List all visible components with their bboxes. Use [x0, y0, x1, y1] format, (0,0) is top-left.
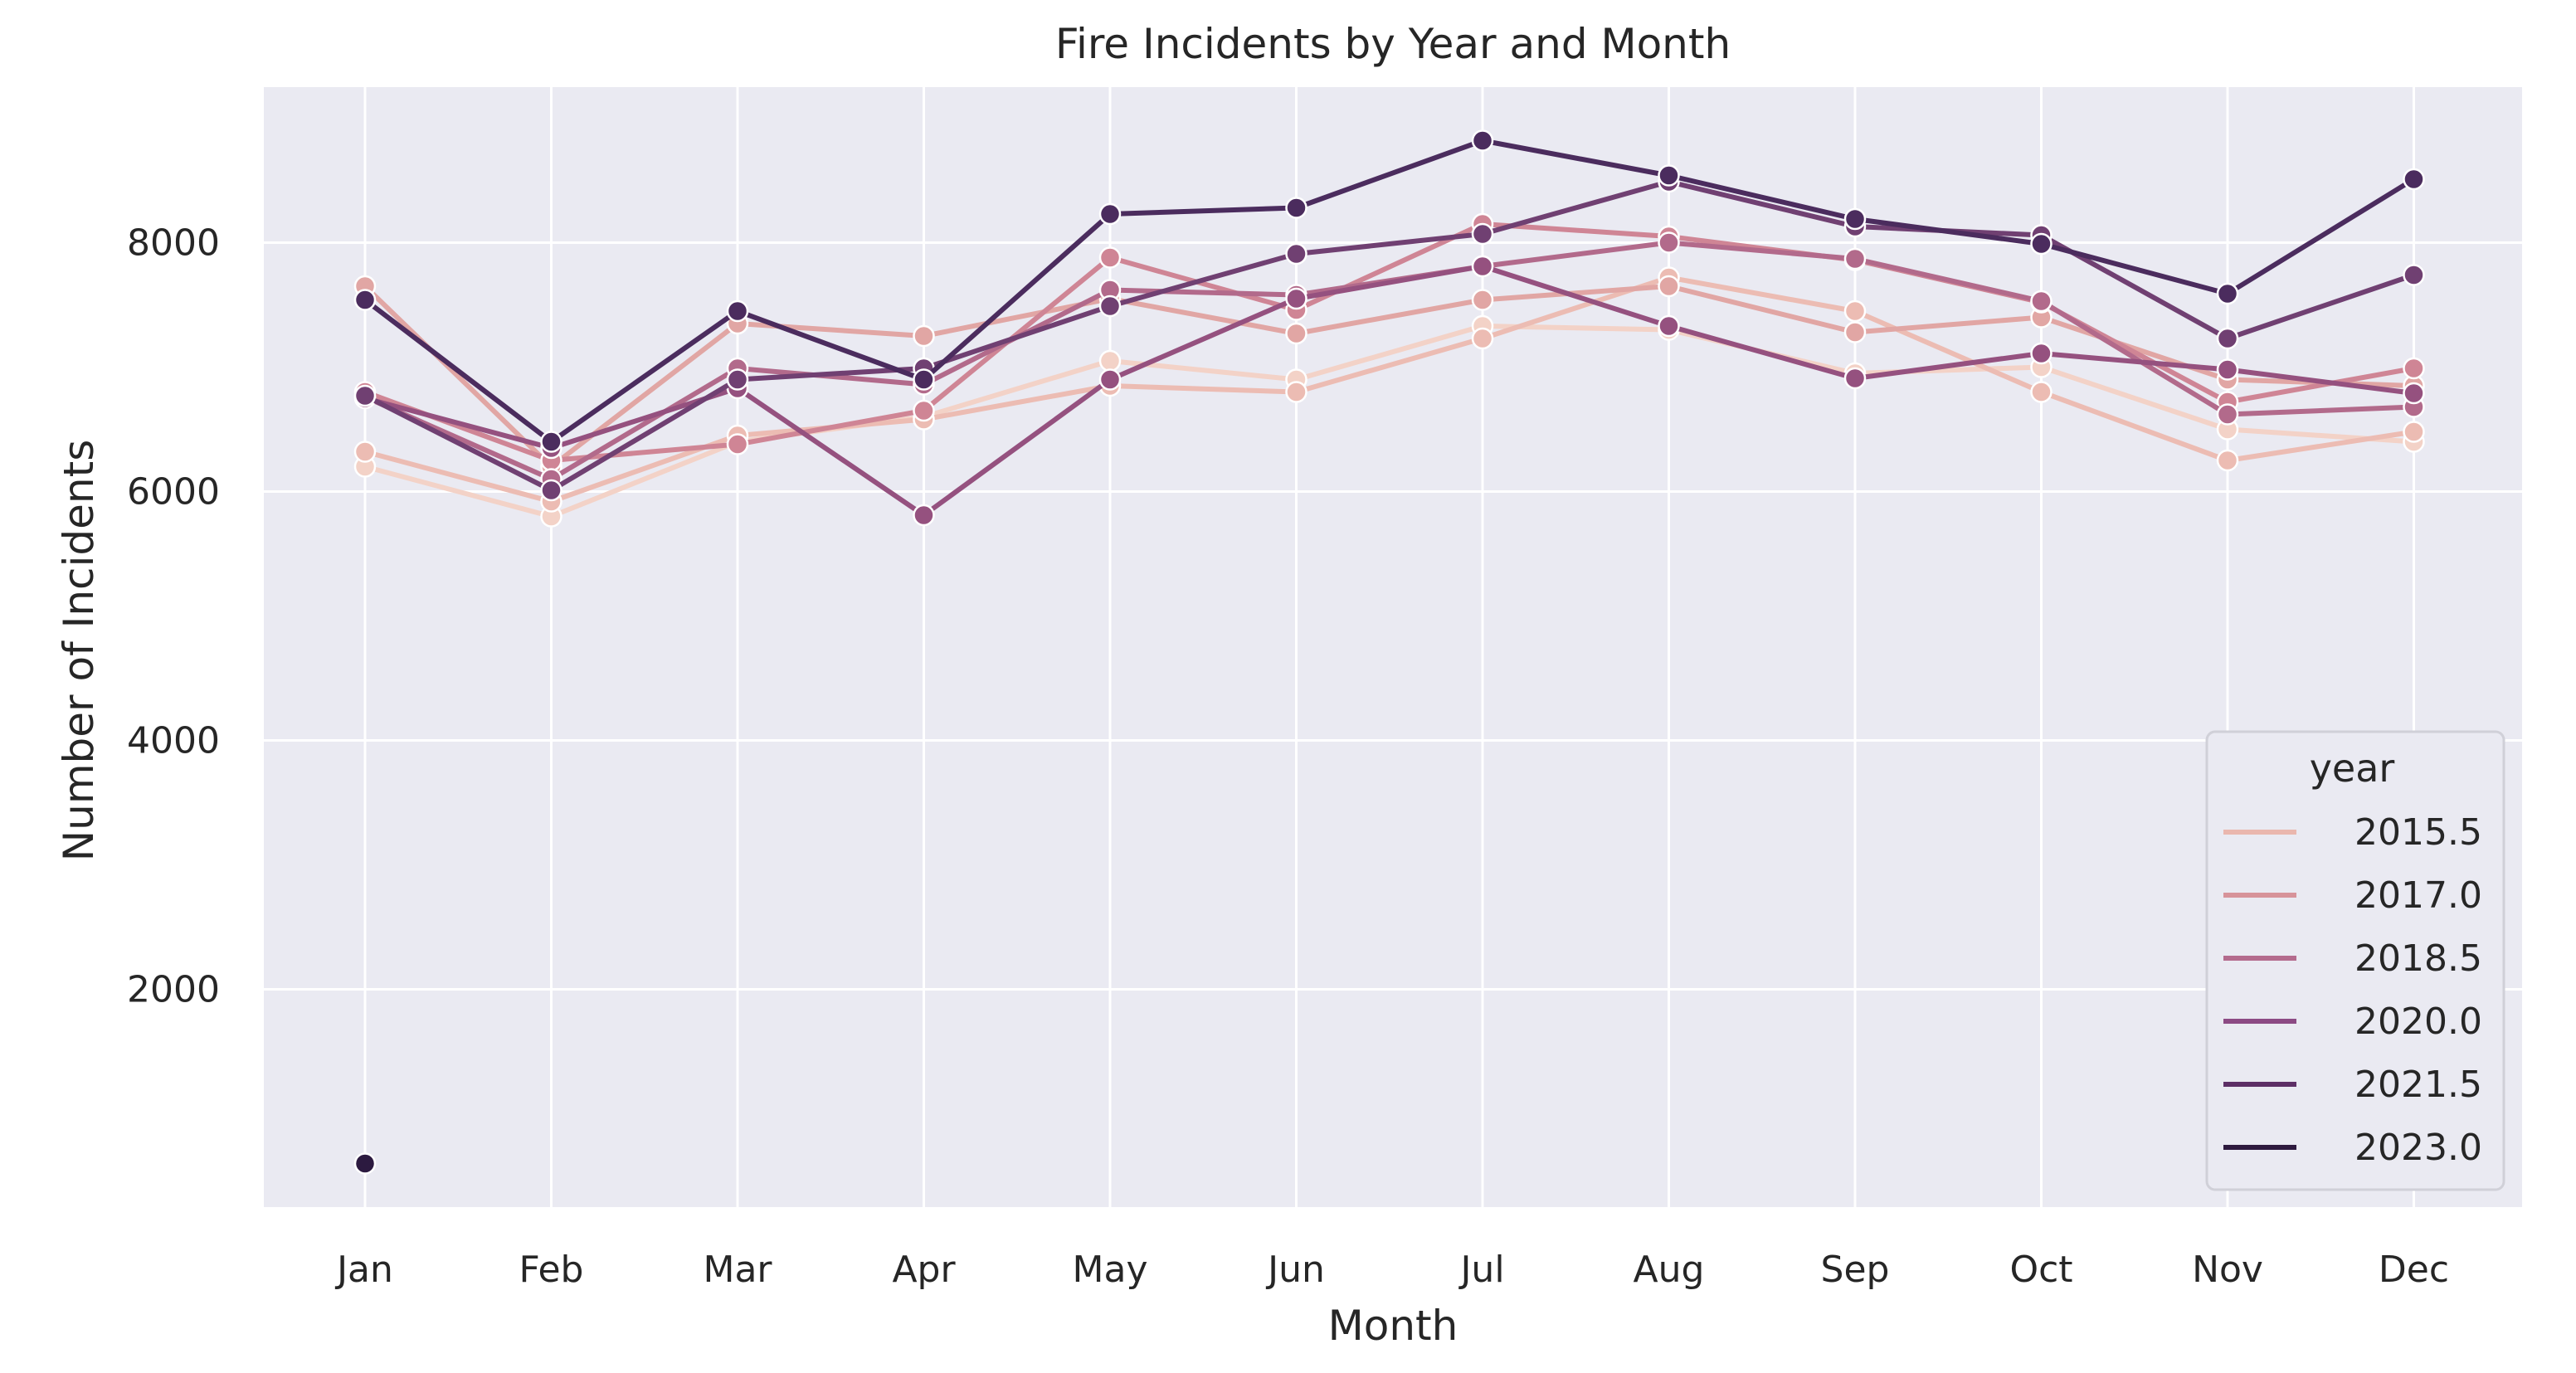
data-point-2022-mar	[726, 299, 749, 323]
data-point-2020-oct	[2030, 342, 2053, 365]
data-point-2022-nov	[2216, 282, 2239, 305]
x-tick-label-may: May	[1073, 1249, 1148, 1291]
plot-area	[264, 87, 2522, 1207]
x-tick-label-feb: Feb	[519, 1249, 584, 1291]
data-point-2016-jan	[353, 441, 377, 463]
data-point-2016-nov	[2216, 449, 2239, 472]
series-2023	[353, 1152, 377, 1175]
x-tick-label-jun: Jun	[1265, 1249, 1325, 1291]
data-point-2022-sep	[1843, 207, 1867, 231]
data-point-2016-sep	[1843, 299, 1867, 323]
data-point-2020-aug	[1658, 314, 1680, 338]
series-line-2017	[363, 284, 2417, 470]
data-point-2023-jan	[353, 1152, 377, 1175]
data-point-2018-apr	[913, 399, 935, 422]
x-tick-label-apr: Apr	[892, 1249, 956, 1291]
data-point-2020-sep	[1843, 367, 1867, 390]
x-tick-label-sep: Sep	[1821, 1249, 1890, 1291]
x-tick-label-oct: Oct	[2009, 1249, 2072, 1291]
data-point-2021-mar	[726, 368, 749, 391]
series-line-2015	[363, 324, 2417, 519]
x-tick-label-dec: Dec	[2379, 1249, 2449, 1291]
data-point-2016-jul	[1471, 327, 1494, 350]
data-point-2022-jun	[1285, 197, 1307, 219]
data-point-2018-dec	[2403, 357, 2425, 380]
data-point-2018-mar	[726, 433, 749, 455]
data-point-2017-sep	[1843, 321, 1867, 343]
data-point-2020-may	[1098, 368, 1122, 391]
legend-entries: 2015.5 2017.0 2018.5 2020.0 2021.5 2023.0	[2223, 811, 2482, 1169]
chart-title: Fire Incidents by Year and Month	[1055, 20, 1731, 68]
data-point-2016-dec	[2403, 421, 2425, 443]
data-point-2022-dec	[2403, 168, 2425, 191]
data-point-2017-aug	[1658, 275, 1680, 298]
legend-label-2: 2018.5	[2354, 937, 2482, 980]
data-point-2022-apr	[913, 368, 935, 391]
data-point-2021-feb	[540, 479, 562, 502]
data-point-2017-jun	[1285, 322, 1307, 345]
y-tick-label-4000: 4000	[127, 720, 220, 762]
x-tick-labels: Jan Feb Mar Apr May Jun Jul Aug Sep Oct Nov Dec	[334, 1249, 2449, 1291]
data-point-2022-may	[1098, 202, 1122, 226]
x-tick-label-jul: Jul	[1458, 1249, 1504, 1291]
data-point-2021-jun	[1285, 242, 1307, 265]
legend-label-0: 2015.5	[2354, 811, 2482, 854]
data-point-2022-jan	[353, 289, 377, 311]
data-point-2021-jul	[1471, 222, 1494, 246]
x-tick-label-aug: Aug	[1634, 1249, 1705, 1291]
data-point-2020-apr	[913, 504, 935, 527]
x-tick-label-nov: Nov	[2192, 1249, 2263, 1291]
x-tick-label-mar: Mar	[703, 1249, 772, 1291]
series-line-2022	[363, 138, 2417, 445]
data-point-2022-feb	[540, 431, 562, 453]
legend-title: year	[2310, 746, 2395, 791]
y-tick-label-2000: 2000	[127, 969, 220, 1011]
data-point-2022-oct	[2030, 232, 2053, 256]
legend-label-5: 2023.0	[2354, 1127, 2482, 1169]
legend: year 2015.5 2017.0 2018.5 2020.0 2021.5 2023.…	[2205, 730, 2505, 1191]
legend-label-1: 2017.0	[2354, 874, 2482, 917]
data-point-2020-nov	[2216, 358, 2239, 381]
data-point-2019-oct	[2030, 290, 2053, 313]
data-point-2019-sep	[1843, 247, 1867, 270]
data-point-2018-may	[1098, 246, 1122, 269]
y-axis-label: Number of Incidents	[55, 440, 103, 862]
y-tick-label-6000: 6000	[127, 471, 220, 514]
x-axis-label: Month	[1328, 1302, 1458, 1350]
data-point-2020-jul	[1471, 255, 1494, 278]
data-point-2020-jun	[1285, 287, 1307, 310]
data-point-2021-jan	[353, 384, 377, 407]
series-2022	[353, 129, 2425, 453]
data-point-2021-may	[1098, 295, 1122, 318]
data-point-2015-may	[1098, 349, 1122, 372]
data-point-2020-dec	[2403, 382, 2425, 405]
data-point-2017-jul	[1471, 289, 1494, 311]
data-series	[353, 129, 2425, 1175]
y-tick-label-8000: 8000	[127, 222, 220, 265]
y-tick-labels: 2000 4000 6000 8000	[127, 222, 220, 1011]
data-point-2016-jun	[1285, 381, 1307, 403]
data-point-2021-nov	[2216, 327, 2239, 350]
legend-box	[2205, 730, 2505, 1191]
legend-label-4: 2021.5	[2354, 1064, 2482, 1106]
data-point-2022-jul	[1471, 129, 1494, 152]
data-point-2019-nov	[2216, 403, 2239, 426]
data-point-2022-aug	[1658, 164, 1680, 187]
data-point-2019-aug	[1658, 231, 1680, 254]
data-point-2017-apr	[913, 324, 935, 348]
data-point-2021-dec	[2403, 264, 2425, 286]
x-tick-label-jan: Jan	[334, 1249, 393, 1291]
legend-label-3: 2020.0	[2354, 1001, 2482, 1043]
data-point-2016-oct	[2030, 381, 2053, 403]
series-2017	[353, 275, 2425, 478]
